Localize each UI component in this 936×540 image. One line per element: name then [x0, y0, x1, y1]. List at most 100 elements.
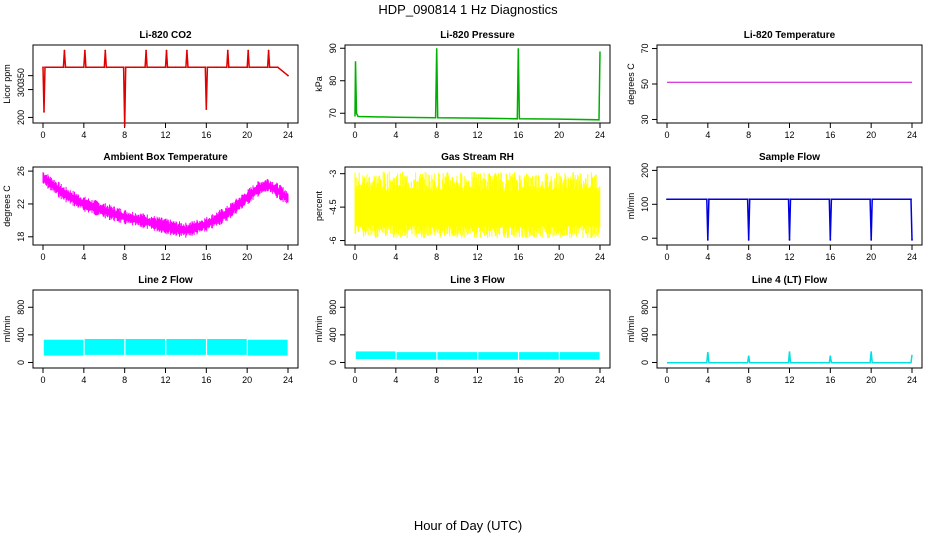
y-axis-label: percent — [314, 190, 324, 221]
data-point — [144, 66, 146, 69]
series-area — [478, 352, 518, 360]
data-point — [910, 198, 912, 201]
series-area — [437, 352, 478, 360]
series-area — [559, 352, 600, 360]
data-point — [256, 66, 259, 69]
data-point — [705, 198, 708, 201]
y-axis-label: degrees C — [2, 185, 12, 227]
series-line — [354, 48, 601, 121]
data-point — [828, 198, 831, 201]
x-tick-label: 16 — [825, 252, 835, 262]
x-tick-label: 12 — [160, 375, 170, 385]
x-tick-label: 24 — [595, 130, 605, 140]
x-tick-label: 8 — [434, 252, 439, 262]
x-tick-label: 4 — [393, 130, 398, 140]
series-band — [354, 171, 601, 239]
x-tick-label: 16 — [513, 252, 523, 262]
panel-2: Li-820 Pressure kPa 0 4 8 12 16 20 24 70 80 90 — [314, 30, 611, 140]
series-area — [355, 351, 396, 360]
x-tick-label: 8 — [122, 375, 127, 385]
panel-title: Li-820 Pressure — [440, 30, 515, 41]
x-tick-label: 4 — [393, 375, 398, 385]
data-point — [93, 66, 95, 69]
y-axis-label: Licor ppm — [2, 64, 12, 104]
x-tick-label: 8 — [434, 375, 439, 385]
y-tick-label: 200 — [16, 110, 26, 125]
x-tick-label: 4 — [81, 130, 86, 140]
series-band — [42, 172, 289, 238]
data-point — [145, 49, 148, 52]
data-point — [133, 66, 136, 69]
x-tick-label: 4 — [393, 252, 398, 262]
x-tick-label: 24 — [595, 252, 605, 262]
data-point — [72, 66, 75, 69]
y-tick-label: 800 — [16, 300, 26, 315]
y-tick-label: 100 — [640, 197, 650, 212]
panel-title: Ambient Box Temperature — [103, 152, 228, 163]
x-tick-label: 20 — [554, 375, 564, 385]
panel-title: Gas Stream RH — [441, 152, 514, 163]
data-point — [788, 239, 791, 241]
data-point — [248, 66, 251, 69]
y-axis-label: ml/min — [2, 316, 12, 343]
y-tick-label: 300 — [16, 82, 26, 97]
x-tick-label: 8 — [434, 130, 439, 140]
series-line — [42, 50, 289, 126]
series-area — [125, 339, 166, 355]
data-point — [83, 49, 86, 52]
series-line — [667, 198, 913, 240]
panel-title: Li-820 CO2 — [139, 30, 192, 41]
data-point — [43, 110, 45, 113]
y-tick-label: 30 — [640, 114, 650, 124]
x-tick-label: 16 — [513, 130, 523, 140]
x-tick-label: 8 — [122, 130, 127, 140]
data-point — [154, 66, 157, 69]
x-tick-label: 24 — [595, 375, 605, 385]
series-line — [667, 351, 913, 364]
data-point — [63, 49, 66, 52]
data-point — [226, 49, 229, 52]
data-point — [789, 198, 792, 201]
series-area — [396, 352, 437, 360]
data-point — [166, 66, 169, 69]
data-point — [82, 66, 85, 69]
data-point — [185, 66, 187, 69]
data-point — [267, 49, 270, 52]
data-point — [215, 66, 218, 69]
x-tick-label: 8 — [122, 252, 127, 262]
x-tick-label: 16 — [513, 375, 523, 385]
plot-frame — [32, 289, 299, 369]
x-tick-label: 20 — [242, 130, 252, 140]
data-point — [64, 66, 67, 69]
x-tick-label: 12 — [784, 375, 794, 385]
data-point — [84, 66, 87, 69]
data-point — [829, 239, 832, 241]
x-tick-label: 4 — [705, 252, 710, 262]
x-tick-label: 20 — [866, 375, 876, 385]
x-tick-label: 16 — [201, 252, 211, 262]
y-axis-label: kPa — [314, 76, 324, 92]
y-tick-label: 350 — [16, 68, 26, 83]
x-tick-label: 12 — [160, 252, 170, 262]
y-tick-label: 70 — [640, 44, 650, 54]
data-point — [869, 198, 872, 201]
series-area — [166, 339, 206, 355]
x-tick-label: 20 — [242, 375, 252, 385]
x-tick-label: 0 — [352, 375, 357, 385]
data-point — [706, 239, 709, 241]
data-point — [105, 66, 108, 69]
data-point — [165, 49, 168, 52]
y-tick-label: -6 — [328, 237, 338, 245]
x-tick-label: 4 — [705, 130, 710, 140]
plot-frame — [344, 44, 611, 124]
x-tick-label: 20 — [554, 252, 564, 262]
data-point — [287, 74, 289, 77]
y-tick-label: 26 — [16, 166, 26, 176]
x-tick-label: 0 — [40, 252, 45, 262]
x-tick-label: 12 — [784, 130, 794, 140]
data-point — [746, 198, 749, 201]
panel-8: Line 3 Flow ml/min 0 4 8 12 16 20 24 0 400 800 — [314, 275, 611, 385]
y-tick-label: 0 — [328, 360, 338, 365]
x-axis-title: Hour of Day (UTC) — [413, 518, 523, 533]
data-point — [666, 198, 668, 201]
